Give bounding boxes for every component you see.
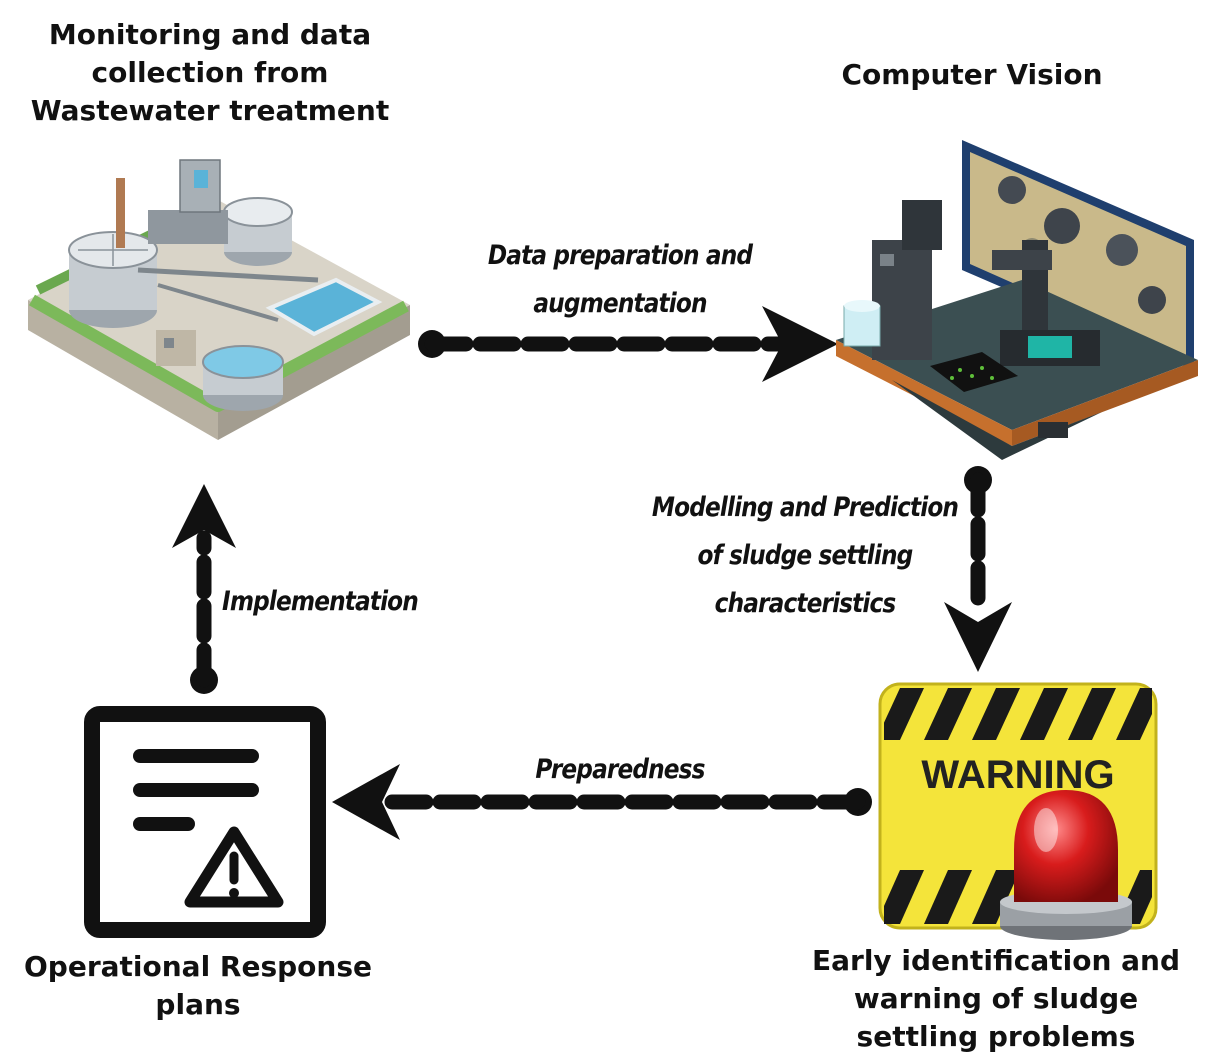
warning-node-title: Early identification and warning of slud… — [812, 944, 1180, 1053]
implementation-label: Implementation — [222, 586, 419, 617]
wastewater-plant-illustration — [28, 159, 410, 440]
preparedness-arrow — [332, 764, 872, 840]
implementation-arrow — [172, 484, 236, 694]
modelling-label: Modelling and Prediction of sludge settl… — [651, 492, 959, 619]
preparedness-label: Preparedness — [535, 754, 705, 785]
warning-sign-siren-illustration: WARNING — [878, 682, 1158, 940]
warning-sign-text: WARNING — [921, 753, 1114, 797]
computer-vision-lab-illustration — [836, 140, 1198, 460]
data-preparation-arrow — [418, 306, 838, 382]
wastewater-node-title: Monitoring and data collection from Wast… — [30, 18, 390, 127]
data-preparation-label: Data preparation and augmentation — [487, 240, 753, 319]
computer-vision-node-title: Computer Vision — [841, 58, 1103, 91]
document-warning-icon — [84, 706, 326, 938]
response-plans-node-title: Operational Response plans — [23, 950, 373, 1021]
modelling-arrow — [944, 466, 1012, 672]
